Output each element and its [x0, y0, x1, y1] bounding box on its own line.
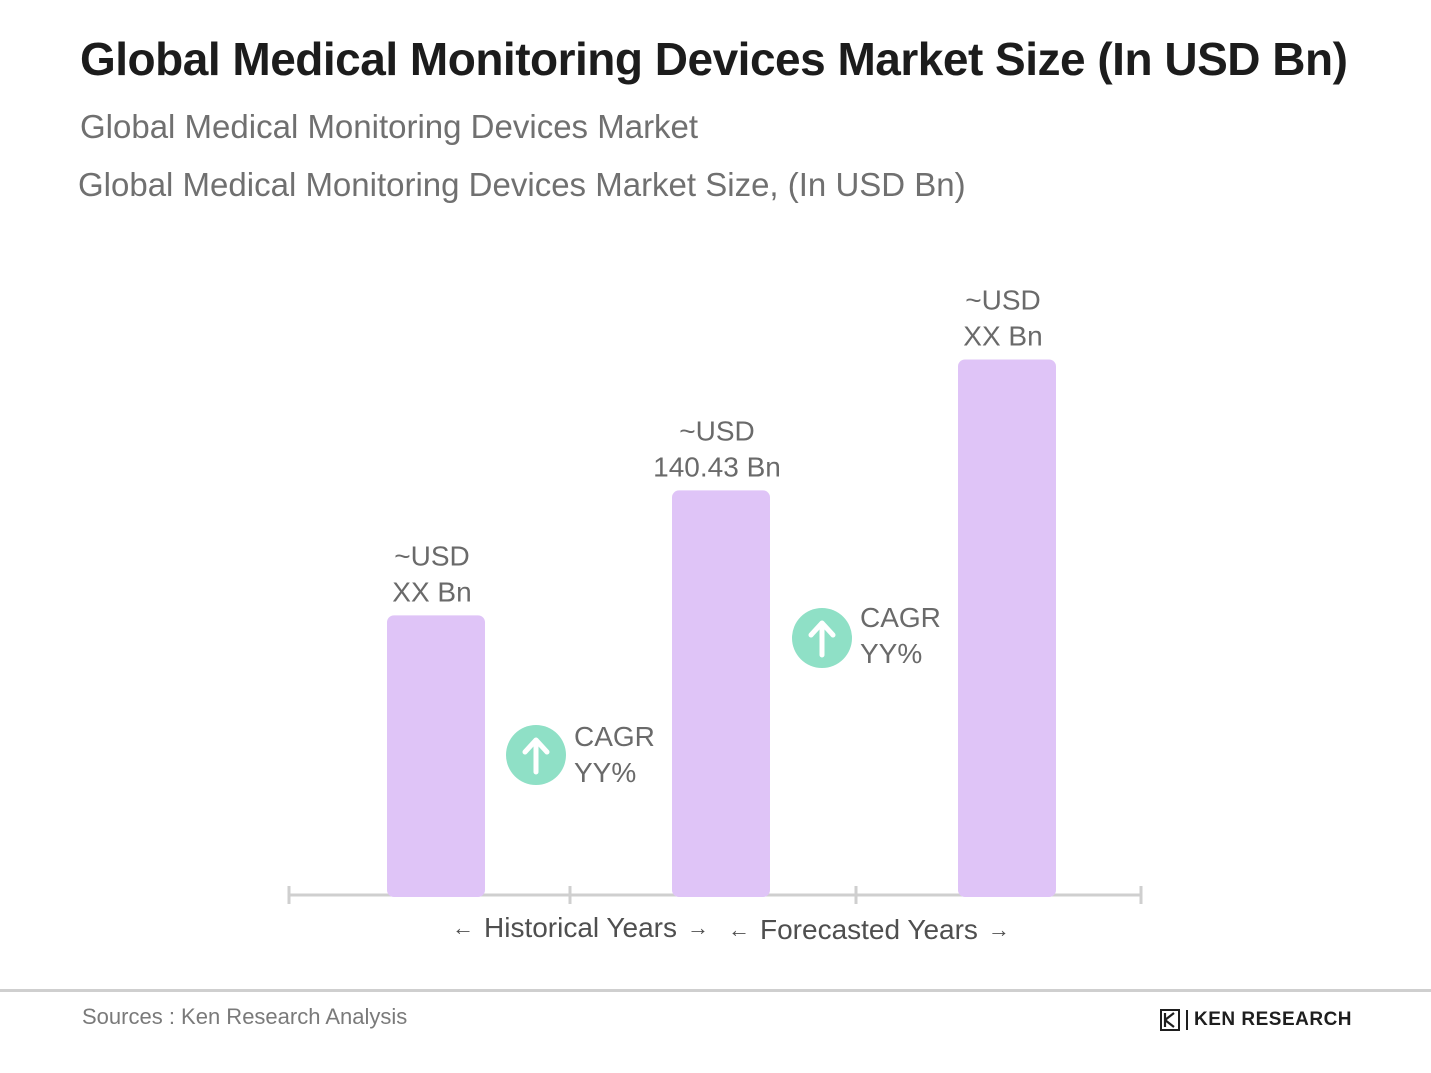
source-note: Sources : Ken Research Analysis [82, 1004, 408, 1029]
period-label-text: Historical Years [484, 912, 677, 943]
bar [387, 615, 485, 897]
cagr-value: YY% [860, 638, 922, 669]
arrow-right-icon: → [987, 917, 1010, 942]
bar [958, 359, 1056, 897]
up-arrow-icon [808, 620, 836, 658]
chart-subtitle: Global Medical Monitoring Devices Market [80, 108, 699, 145]
period-label-historical: ← Historical Years → [452, 912, 709, 944]
footer-divider [0, 989, 1431, 992]
ken-research-logo: KEN RESEARCH [1160, 1009, 1352, 1031]
data-label-value: XX Bn [392, 576, 471, 607]
period-label-text: Forecasted Years [760, 914, 978, 945]
data-label-prefix: ~USD [394, 540, 469, 571]
cagr-label: CAGR [574, 721, 655, 752]
arrow-left-icon: ← [452, 915, 474, 940]
arrow-left-icon: ← [728, 917, 750, 942]
logo-separator [1186, 1010, 1188, 1030]
chart-title: Global Medical Monitoring Devices Market… [80, 33, 1348, 85]
logo-text: KEN RESEARCH [1194, 1009, 1353, 1030]
bar [672, 490, 770, 897]
up-arrow-icon [522, 737, 550, 775]
data-label-prefix: ~USD [965, 285, 1040, 316]
data-label-value: XX Bn [963, 321, 1042, 352]
data-label-value: 140.43 Bn [653, 451, 781, 482]
arrow-right-icon: → [686, 915, 709, 940]
cagr-label: CAGR [860, 602, 941, 633]
logo-mark-icon [1160, 1009, 1180, 1031]
data-label-prefix: ~USD [679, 415, 754, 446]
period-label-forecasted: ← Forecasted Years → [728, 914, 1010, 946]
chart-subtitle-size: Global Medical Monitoring Devices Market… [78, 166, 966, 203]
cagr-value: YY% [574, 757, 636, 788]
